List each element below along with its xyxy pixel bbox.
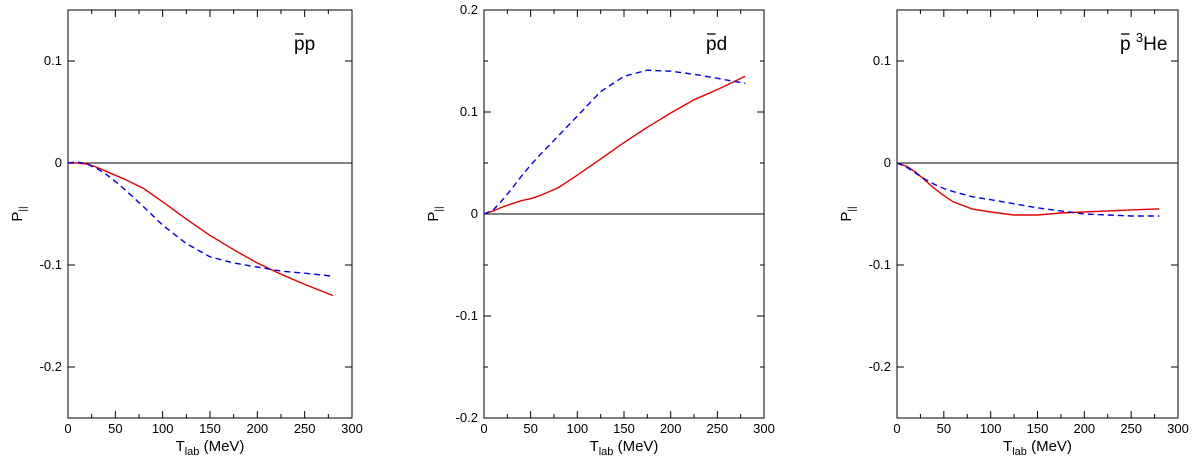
x-tick-label: 0 <box>893 421 900 436</box>
solid-curve <box>896 162 1160 216</box>
x-axis-title-unit: (MeV) <box>199 438 244 455</box>
x-tick-label: 100 <box>566 421 588 436</box>
x-axis-title-sub: lab <box>599 446 614 458</box>
x-axis-title-sub: lab <box>185 446 200 458</box>
x-tick-label: 200 <box>1073 421 1095 436</box>
chart-panel-1: 0 50 100 150 200 250 300 -0.2 -0.1 0 0.1 Tlab (MeV)… <box>9 9 363 458</box>
chart-panel-2: 0 50 100 150 200 250 300 -0.2 -0.1 0 0.1 0.2 Tlab (M… <box>425 2 775 458</box>
y-axis-title-sub: || <box>434 206 445 211</box>
y-tick-label: 0 <box>884 155 891 170</box>
x-axis-title-main: T <box>1003 438 1012 455</box>
x-axis-title-unit: (MeV) <box>613 438 658 455</box>
x-tick-label: 300 <box>753 421 775 436</box>
x-tick-label: 150 <box>613 421 635 436</box>
x-tick-label: 50 <box>523 421 537 436</box>
plot-frame <box>896 9 1179 419</box>
y-axis-title-main: P <box>425 212 442 222</box>
x-axis-title: Tlab (MeV) <box>176 438 245 458</box>
y-axis-title: P|| <box>9 206 29 221</box>
dashed-curve <box>896 162 1160 217</box>
y-axis-title-sub: || <box>18 206 29 211</box>
dashed-curve <box>483 69 746 215</box>
panel-label: p 3He <box>1120 30 1167 55</box>
x-tick-label: 150 <box>199 421 221 436</box>
x-tick-label: 0 <box>480 421 487 436</box>
y-tick-label: 0 <box>471 206 478 221</box>
x-axis-title-sub: lab <box>1012 446 1027 458</box>
panel-label: pd <box>706 34 727 55</box>
x-axis-title-main: T <box>590 438 599 455</box>
y-axis-title-sub: || <box>847 206 858 211</box>
panel-label-target: p <box>305 34 316 55</box>
x-tick-label: 100 <box>152 421 174 436</box>
x-axis-title-unit: (MeV) <box>1027 438 1072 455</box>
y-tick-label: -0.1 <box>456 308 478 323</box>
y-axis-title: P|| <box>425 206 445 221</box>
x-tick-label: 250 <box>1120 421 1142 436</box>
x-axis-title-main: T <box>176 438 185 455</box>
y-tick-label: 0.1 <box>44 53 62 68</box>
x-tick-label: 250 <box>294 421 316 436</box>
solid-curve <box>68 162 334 297</box>
x-tick-label: 200 <box>246 421 268 436</box>
y-tick-label: -0.1 <box>869 257 891 272</box>
x-axis-title: Tlab (MeV) <box>590 438 659 458</box>
x-tick-label: 50 <box>937 421 951 436</box>
y-tick-label: -0.2 <box>456 410 478 425</box>
panel-label-antiparticle: p <box>706 34 717 55</box>
plot-frame <box>67 9 353 419</box>
x-tick-label: 200 <box>660 421 682 436</box>
y-tick-label: -0.1 <box>40 257 62 272</box>
chart-panel-3: 0 50 100 150 200 250 300 -0.2 -0.1 0 0.1 Tlab (MeV)… <box>838 9 1189 458</box>
x-tick-label: 0 <box>64 421 71 436</box>
y-axis-title: P|| <box>838 206 858 221</box>
panel-label-antiparticle: p <box>1120 34 1131 55</box>
y-tick-label: -0.2 <box>40 359 62 374</box>
y-tick-label: 0.1 <box>460 104 478 119</box>
panel-label-antiparticle: p <box>294 34 305 55</box>
panel-label-target: d <box>717 34 728 55</box>
x-tick-label: 300 <box>341 421 363 436</box>
solid-curve <box>483 75 746 215</box>
panel-label-superscript: 3 <box>1136 30 1143 45</box>
x-tick-label: 250 <box>706 421 728 436</box>
x-tick-label: 300 <box>1167 421 1189 436</box>
x-tick-label: 100 <box>980 421 1002 436</box>
y-axis-title-main: P <box>838 212 855 222</box>
x-axis-title: Tlab (MeV) <box>1003 438 1072 458</box>
y-tick-label: -0.2 <box>869 359 891 374</box>
dashed-curve <box>67 161 334 277</box>
x-tick-label: 50 <box>108 421 122 436</box>
y-axis-title-main: P <box>9 212 26 222</box>
x-tick-label: 150 <box>1027 421 1049 436</box>
y-tick-label: 0 <box>55 155 62 170</box>
panel-label: pp <box>294 34 315 55</box>
panel-label-target: He <box>1143 34 1167 55</box>
y-tick-label: 0.1 <box>873 53 891 68</box>
y-tick-label: 0.2 <box>460 2 478 17</box>
